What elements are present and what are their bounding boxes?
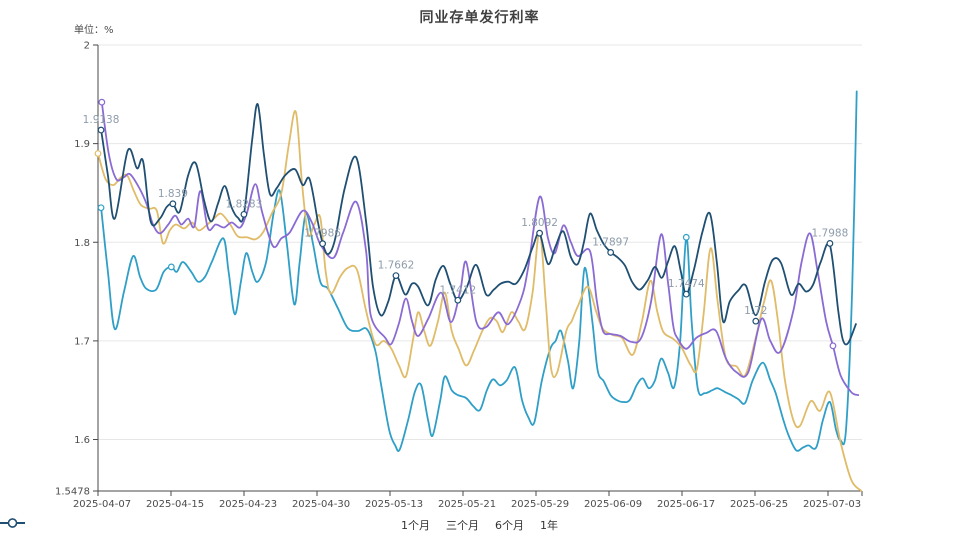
- x-tick-label: 2025-04-30: [292, 499, 350, 510]
- series-line-1y: [100, 103, 857, 346]
- y-tick-label: 1.6: [74, 435, 90, 446]
- data-point-marker-6m: [98, 98, 106, 106]
- x-tick-label: 2025-04-23: [219, 499, 277, 510]
- data-point-marker-1y: [392, 272, 400, 279]
- x-tick-label: 2025-06-09: [584, 499, 642, 510]
- data-point-marker-1y: [319, 240, 327, 248]
- data-point-marker-6m: [829, 342, 837, 350]
- data-point-marker-1y: [826, 240, 834, 247]
- data-point-value-label: 1.9138: [83, 114, 120, 126]
- data-point-value-label: 1.839: [158, 188, 188, 200]
- data-point-marker-1y: [240, 210, 248, 218]
- legend-item-6m[interactable]: 6个月: [0, 517, 524, 533]
- data-point-value-label: 1.7986: [304, 228, 341, 240]
- legend-label: 1个月: [401, 519, 430, 532]
- data-point-value-label: 1.7662: [378, 260, 415, 272]
- data-point-marker-1m: [682, 233, 690, 241]
- x-tick-label: 2025-05-13: [365, 499, 423, 510]
- legend-label: 6个月: [495, 519, 524, 532]
- legend-line-icon: [0, 518, 25, 528]
- data-point-marker-1y: [607, 249, 615, 256]
- data-point-marker-1y: [169, 200, 177, 208]
- data-point-marker-3m: [94, 150, 102, 157]
- y-tick-label: 1.7: [74, 336, 90, 347]
- data-point-value-label: 1.72: [744, 305, 767, 317]
- data-point-value-label: 1.8283: [226, 198, 263, 210]
- x-tick-label: 2025-04-07: [73, 499, 131, 510]
- legend-item-1y[interactable]: 1年: [0, 517, 558, 533]
- page-title: 同业存单发行利率: [419, 10, 540, 26]
- y-axis-unit-label: 单位：%: [74, 25, 114, 36]
- y-tick-label: 2: [84, 41, 90, 52]
- y-tick-label: 1.8: [74, 238, 90, 249]
- series-line-3m: [97, 110, 863, 492]
- data-point-value-label: 1.8092: [521, 217, 558, 229]
- x-tick-label: 2025-04-15: [146, 499, 204, 510]
- data-point-marker-1y: [752, 317, 760, 325]
- data-point-value-label: 1.7474: [668, 278, 705, 290]
- legend-label: 三个月: [446, 519, 479, 532]
- data-point-marker-1y: [97, 126, 105, 134]
- data-point-marker-1y: [682, 290, 690, 298]
- legend-label: 1年: [540, 519, 558, 532]
- data-point-value-label: 1.7412: [439, 284, 476, 296]
- data-point-marker-1m: [167, 263, 175, 271]
- data-point-value-label: 1.7988: [812, 227, 849, 239]
- x-tick-label: 2025-05-29: [511, 499, 569, 510]
- legend-item-3m[interactable]: 三个月: [0, 517, 479, 533]
- y-tick-label: 1.5478: [55, 487, 90, 498]
- series-line-1m: [100, 90, 858, 452]
- x-tick-label: 2025-06-25: [730, 499, 788, 510]
- y-tick-label: 1.9: [74, 139, 90, 150]
- legend: 1个月 三个月 6个月 1年: [0, 517, 959, 533]
- x-tick-label: 2025-07-03: [803, 499, 861, 510]
- legend-item-1m[interactable]: 1个月: [0, 517, 430, 533]
- x-tick-label: 2025-06-17: [657, 499, 715, 510]
- data-point-marker-1y: [454, 296, 462, 304]
- data-point-value-label: 1.7897: [592, 236, 629, 248]
- data-point-marker-1y: [536, 229, 543, 237]
- data-point-marker-1m: [97, 204, 105, 212]
- x-tick-label: 2025-05-21: [438, 499, 496, 510]
- series-line-6m: [100, 101, 860, 396]
